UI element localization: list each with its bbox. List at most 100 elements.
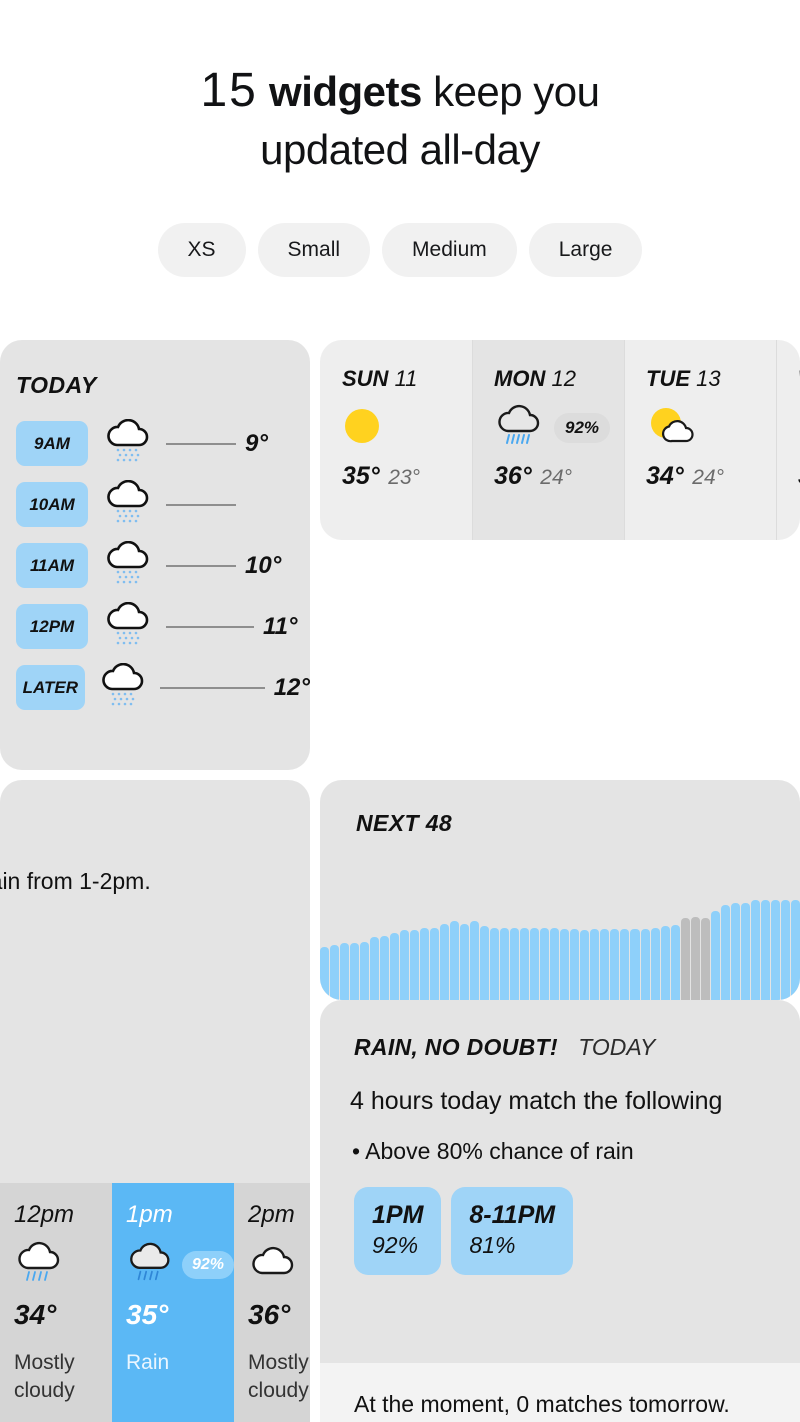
next48-bar <box>580 930 590 1000</box>
precip-badge: 92% <box>554 413 611 443</box>
widget-rain-no-doubt[interactable]: RAIN, NO DOUBT! TODAY 4 hours today matc… <box>320 1000 800 1422</box>
day-high: 35° <box>342 462 380 490</box>
size-tab-medium[interactable]: Medium <box>382 223 517 277</box>
next48-bar <box>480 926 490 1000</box>
next48-bar <box>500 927 510 1000</box>
day-date-text: 11 <box>394 366 418 391</box>
next48-bar <box>390 932 400 1000</box>
rain-body-text: 4 hours today match the following <box>350 1087 723 1115</box>
next48-bar-chart <box>320 900 800 1000</box>
hour-temp: 9° <box>245 429 268 457</box>
next48-bar <box>710 910 720 1000</box>
cloud-icon <box>248 1243 300 1288</box>
today-widget-title: TODAY <box>16 372 97 398</box>
rain-cloud-icon <box>494 404 546 453</box>
today-hour-row[interactable]: 9AM 9° <box>16 413 310 474</box>
hour-column-12pm[interactable]: 12pm 34° Most <box>0 1183 112 1422</box>
next48-bar <box>750 900 760 1000</box>
next48-bar <box>700 918 710 1000</box>
day-column-tue[interactable]: TUE 13 34° 24° <box>624 340 776 540</box>
today-hour-row[interactable]: 12PM 11° <box>16 596 310 657</box>
today-hour-row[interactable]: 10AM <box>16 474 310 535</box>
rain-chip-percent: 81% <box>469 1232 516 1258</box>
size-tab-large[interactable]: Large <box>528 223 643 277</box>
size-tab-small[interactable]: Small <box>257 223 371 277</box>
hour-column-icon-row <box>14 1235 112 1295</box>
headline-line-2: updated all-day <box>260 126 540 173</box>
day-temps: 35° 23° <box>342 462 472 491</box>
next48-bar <box>360 942 370 1000</box>
next48-bar <box>660 926 670 1000</box>
day-column-wed[interactable]: WED 14 33° 24° <box>776 340 800 540</box>
day-date-text: 13 <box>696 366 721 391</box>
rain-chip-percent: 92% <box>372 1232 419 1258</box>
widget-today-hourly[interactable]: TODAY 9AM 9° 10AM 11AM 10° 12PM 11° LATER 1… <box>0 340 310 770</box>
rain-header: RAIN, NO DOUBT! TODAY <box>320 1000 800 1061</box>
rain-match-chip[interactable]: 1PM 92% <box>354 1187 442 1275</box>
rain-from-text: rain from 1-2pm. <box>0 868 151 894</box>
today-hour-row[interactable]: 11AM 10° <box>16 535 310 596</box>
hour-time-chip: 10AM <box>16 482 88 527</box>
next48-bar <box>650 927 660 1000</box>
widget-hourly-detail[interactable]: rain from 1-2pm. 12pm <box>0 780 310 1422</box>
day-temps: 34° 24° <box>646 462 776 491</box>
widget-next-48[interactable]: NEXT 48 <box>320 780 800 1000</box>
rain-match-chip[interactable]: 8-11PM 81% <box>451 1187 574 1275</box>
rain-match-chips: 1PM 92% 8-11PM 81% <box>320 1165 800 1275</box>
rain-title: RAIN, NO DOUBT! <box>354 1034 558 1060</box>
day-high: 34° <box>646 462 684 490</box>
hour-column-time: 2pm <box>248 1201 295 1228</box>
day-low: 24° <box>692 466 725 489</box>
rain-cloud-icon <box>102 601 158 652</box>
day-column-sun[interactable]: SUN 11 35° 23° <box>320 340 472 540</box>
next48-bar <box>770 900 780 1000</box>
rain-cloud-icon <box>102 479 158 530</box>
day-column-mon[interactable]: MON 12 92% <box>472 340 624 540</box>
hour-temp: 10° <box>245 551 282 579</box>
headline-line-1: 15 widgets keep you <box>0 62 800 121</box>
day-label: WED 14 <box>798 366 800 392</box>
next48-bar <box>670 925 680 1000</box>
widget-grid: TODAY 9AM 9° 10AM 11AM 10° 12PM 11° LATER 1… <box>0 340 800 1422</box>
rain-footer-text: At the moment, 0 matches tomorrow. <box>320 1363 800 1422</box>
hour-column-temp: 34° <box>14 1299 57 1330</box>
next48-bar <box>440 923 450 1000</box>
day-high: 33° <box>798 462 800 490</box>
headline-rest: keep you <box>433 68 600 115</box>
rain-subtitle: TODAY <box>578 1034 656 1060</box>
today-hour-row[interactable]: LATER 12° <box>16 657 310 718</box>
day-icon-row <box>646 400 776 456</box>
hour-column-1pm[interactable]: 1pm 92% 35° <box>112 1183 235 1422</box>
sun-icon <box>342 404 386 453</box>
next48-bar <box>550 927 560 1000</box>
next48-bar <box>610 928 620 1000</box>
next48-bar <box>790 900 800 1000</box>
rain-cloud-icon <box>14 1240 66 1291</box>
rain-cloud-icon <box>99 662 152 713</box>
hour-column-temp: 36° <box>248 1299 291 1330</box>
next48-bar <box>450 921 460 1000</box>
next48-bar <box>760 900 770 1000</box>
hour-connector-line <box>166 442 236 445</box>
next48-bar <box>560 928 570 1000</box>
next48-bar <box>720 905 730 1000</box>
next48-bar <box>680 918 690 1000</box>
day-high: 36° <box>494 462 532 490</box>
headline-bold-word: widgets <box>269 68 422 115</box>
widget-daily-forecast[interactable]: SUN 11 35° 23° MON 12 <box>320 340 800 540</box>
next48-bar <box>630 928 640 1000</box>
next48-bar <box>570 928 580 1000</box>
day-name-text: WED <box>798 366 800 391</box>
next48-bar <box>410 930 420 1000</box>
hour-connector-line <box>166 503 236 506</box>
day-low: 24° <box>540 466 573 489</box>
day-temps: 36° 24° <box>494 462 624 491</box>
day-label: TUE 13 <box>646 366 776 392</box>
hour-column-2pm[interactable]: 2pm 36° Mostly cloudy <box>234 1183 310 1422</box>
size-tab-xs[interactable]: XS <box>157 223 246 277</box>
rain-condition-bullet: • Above 80% chance of rain <box>352 1138 634 1164</box>
hour-temp: 11° <box>263 612 298 640</box>
next48-bar <box>590 928 600 1000</box>
next48-bar <box>400 930 410 1000</box>
